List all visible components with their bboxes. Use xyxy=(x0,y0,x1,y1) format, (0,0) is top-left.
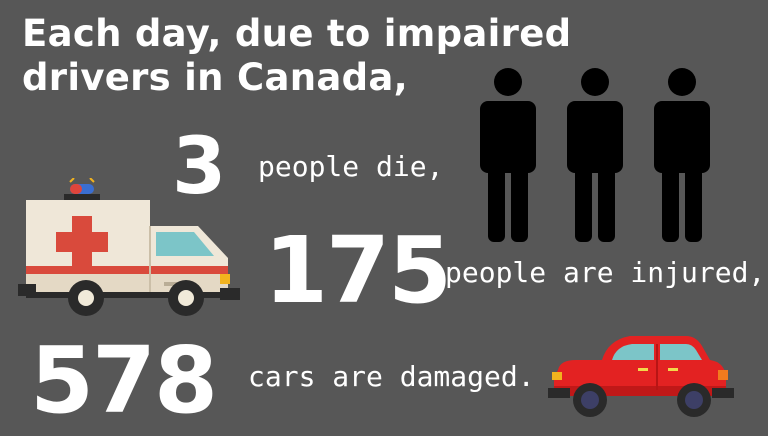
deaths-number: 3 xyxy=(172,122,226,212)
ambulance-icon xyxy=(18,178,240,316)
person-icon xyxy=(567,68,623,242)
cars-caption: cars are damaged. xyxy=(248,360,535,393)
person-icon xyxy=(480,68,536,242)
headline-line-2: drivers in Canada, xyxy=(22,56,409,99)
people-icons xyxy=(480,68,710,242)
person-icon xyxy=(654,68,710,242)
headline-line-1: Each day, due to impaired xyxy=(22,12,572,55)
car-icon xyxy=(548,336,734,417)
injuries-caption: people are injured, xyxy=(445,256,766,289)
deaths-caption: people die, xyxy=(258,150,444,183)
headline: Each day, due to impaired drivers in Can… xyxy=(22,12,622,100)
injuries-number: 175 xyxy=(264,217,452,324)
cars-number: 578 xyxy=(30,327,218,434)
